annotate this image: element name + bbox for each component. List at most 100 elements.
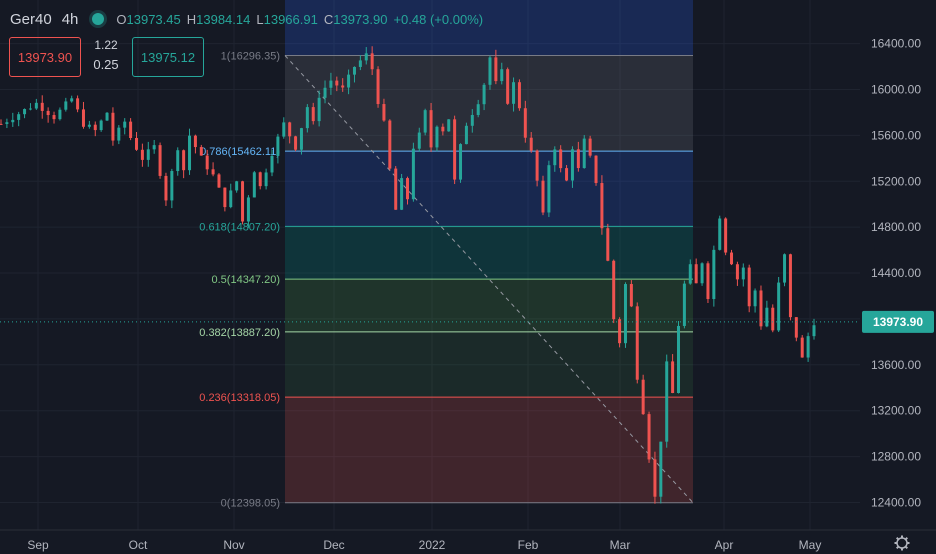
open-label: O <box>116 11 127 27</box>
high-label: H <box>186 11 197 27</box>
candle-body <box>718 218 722 250</box>
candle-body <box>794 317 798 338</box>
candle-body <box>788 254 792 318</box>
candle-body <box>671 361 675 394</box>
candle-body <box>28 108 32 110</box>
candle-body <box>176 150 180 172</box>
fib-zone-0.786 <box>285 151 693 227</box>
price-tick-label: 12800.00 <box>871 450 921 464</box>
grid <box>0 0 860 530</box>
candle-body <box>488 57 492 85</box>
candle-body <box>700 263 704 284</box>
fib-zone-0.618 <box>285 226 693 280</box>
candle-body <box>229 190 233 208</box>
candle-body <box>5 122 9 124</box>
candle-body <box>164 175 168 201</box>
candle-body <box>623 284 627 344</box>
candle-body <box>712 249 716 300</box>
candle-body <box>364 53 368 61</box>
ohlc-legend: Ger40 4h O 13973.45 H 13984.14 L 13966.91 C… <box>10 8 489 30</box>
current-price-label: 13973.90 <box>873 315 923 329</box>
low-value: 13966.91 <box>263 11 318 27</box>
candle-body <box>694 264 698 284</box>
price-tick-label: 12400.00 <box>871 495 921 509</box>
candle-body <box>517 82 521 109</box>
fib-label-0.618: 0.618(14807.20) <box>199 221 280 233</box>
spread-bottom: 0.25 <box>93 57 119 72</box>
candle-body <box>117 127 121 141</box>
candle-body <box>606 228 610 261</box>
candle-body <box>741 267 745 280</box>
candle-body <box>447 119 451 132</box>
candle-body <box>264 172 268 187</box>
candle-body <box>217 174 221 188</box>
candle-body <box>152 145 156 150</box>
candle-body <box>665 361 669 442</box>
gear-tooth <box>904 545 909 550</box>
price-axis: 16400.00 16000.00 15600.00 15200.00 14800.00… <box>860 0 936 530</box>
candle-body <box>777 282 781 331</box>
fib-zone-top <box>285 0 693 56</box>
candle-body <box>594 155 598 184</box>
candle-body <box>323 87 327 98</box>
candle-body <box>317 97 321 122</box>
time-tick-label: Nov <box>223 538 244 552</box>
buy-button[interactable]: 13975.12 <box>132 37 204 77</box>
time-tick-label: Mar <box>610 538 631 552</box>
candle-body <box>46 110 50 116</box>
candle-body <box>470 114 474 126</box>
candle-body <box>158 145 162 176</box>
candle-body <box>370 53 374 70</box>
candle-body <box>294 136 298 150</box>
candle-body <box>105 112 109 121</box>
candle-body <box>753 290 757 307</box>
fib-label-0: 0(12398.05) <box>221 498 280 510</box>
sell-button[interactable]: 13973.90 <box>9 37 81 77</box>
candle-body <box>99 120 103 131</box>
candle-body <box>146 149 150 160</box>
price-tick-label: 13200.00 <box>871 404 921 418</box>
candle-body <box>535 150 539 181</box>
candle-body <box>547 165 551 213</box>
candle-body <box>806 336 810 358</box>
candle-body <box>618 319 622 344</box>
time-axis: Sep Oct Nov Dec 2022 Feb Mar Apr May <box>0 529 936 552</box>
candle-body <box>747 267 751 307</box>
candle-body <box>276 136 280 156</box>
gear-icon[interactable] <box>894 535 910 551</box>
candle-body <box>500 69 504 82</box>
candle-body <box>205 155 209 170</box>
time-tick-label: May <box>799 538 822 552</box>
candle-body <box>40 102 44 111</box>
candle-body <box>429 110 433 148</box>
candle-body <box>388 120 392 169</box>
candle-body <box>76 98 80 110</box>
symbol-name[interactable]: Ger40 <box>10 10 52 28</box>
candle-body <box>81 109 85 127</box>
candle-body <box>288 122 292 137</box>
gear-ring <box>896 537 908 549</box>
timeframe-label[interactable]: 4h <box>61 10 79 28</box>
low-label: L <box>256 11 264 27</box>
candle-body <box>270 155 274 173</box>
price-tick-label: 16000.00 <box>871 82 921 96</box>
time-tick-label: Oct <box>129 538 148 552</box>
candle-body <box>464 125 468 145</box>
candle-body <box>759 290 763 327</box>
gear-tooth <box>895 536 900 541</box>
fib-label-0.5: 0.5(14347.20) <box>212 274 281 286</box>
fib-zone-0.236 <box>285 397 693 503</box>
candle-body <box>140 149 144 160</box>
candle-body <box>677 325 680 394</box>
candle-body <box>659 441 663 497</box>
candle-body <box>724 218 728 253</box>
candle-body <box>241 181 245 222</box>
candle-body <box>382 104 386 121</box>
candle-body <box>576 149 580 169</box>
open-value: 13973.45 <box>126 11 181 27</box>
high-value: 13984.14 <box>196 11 251 27</box>
candle-body <box>111 112 115 141</box>
candle-body <box>135 138 138 150</box>
